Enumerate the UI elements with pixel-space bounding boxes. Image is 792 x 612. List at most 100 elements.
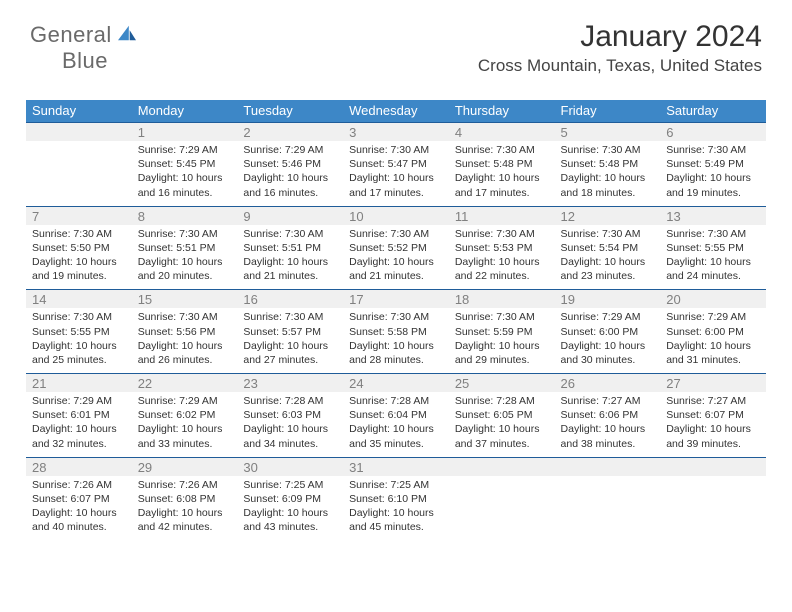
daylight-line: Daylight: 10 hours and 42 minutes. bbox=[138, 506, 232, 534]
day-number: 28 bbox=[26, 458, 132, 476]
day-number: 19 bbox=[555, 290, 661, 308]
daylight-line: Daylight: 10 hours and 26 minutes. bbox=[138, 339, 232, 367]
sunset-line: Sunset: 6:07 PM bbox=[32, 492, 126, 506]
daylight-line: Daylight: 10 hours and 19 minutes. bbox=[666, 171, 760, 199]
day-number: 11 bbox=[449, 207, 555, 225]
sunrise-line: Sunrise: 7:30 AM bbox=[138, 310, 232, 324]
weekday-header: Saturday bbox=[660, 100, 766, 122]
day-number bbox=[26, 123, 132, 141]
day-number: 13 bbox=[660, 207, 766, 225]
weekday-header: Thursday bbox=[449, 100, 555, 122]
sunrise-line: Sunrise: 7:30 AM bbox=[561, 143, 655, 157]
weekday-header: Monday bbox=[132, 100, 238, 122]
daylight-line: Daylight: 10 hours and 32 minutes. bbox=[32, 422, 126, 450]
week-info-row: Sunrise: 7:30 AMSunset: 5:50 PMDaylight:… bbox=[26, 225, 766, 290]
day-info: Sunrise: 7:30 AMSunset: 5:48 PMDaylight:… bbox=[555, 141, 661, 206]
daylight-line: Daylight: 10 hours and 35 minutes. bbox=[349, 422, 443, 450]
day-number bbox=[660, 458, 766, 476]
title-block: January 2024 Cross Mountain, Texas, Unit… bbox=[478, 20, 762, 76]
daylight-line: Daylight: 10 hours and 28 minutes. bbox=[349, 339, 443, 367]
sunrise-line: Sunrise: 7:29 AM bbox=[138, 143, 232, 157]
week-number-row: 28293031 bbox=[26, 457, 766, 476]
day-info: Sunrise: 7:28 AMSunset: 6:03 PMDaylight:… bbox=[237, 392, 343, 457]
sunset-line: Sunset: 5:56 PM bbox=[138, 325, 232, 339]
sunset-line: Sunset: 5:48 PM bbox=[561, 157, 655, 171]
sunrise-line: Sunrise: 7:29 AM bbox=[243, 143, 337, 157]
day-number: 21 bbox=[26, 374, 132, 392]
day-info: Sunrise: 7:27 AMSunset: 6:06 PMDaylight:… bbox=[555, 392, 661, 457]
day-info: Sunrise: 7:30 AMSunset: 5:55 PMDaylight:… bbox=[660, 225, 766, 290]
sunrise-line: Sunrise: 7:30 AM bbox=[455, 143, 549, 157]
sunset-line: Sunset: 5:54 PM bbox=[561, 241, 655, 255]
sunset-line: Sunset: 5:51 PM bbox=[138, 241, 232, 255]
location-text: Cross Mountain, Texas, United States bbox=[478, 56, 762, 76]
day-info: Sunrise: 7:30 AMSunset: 5:51 PMDaylight:… bbox=[132, 225, 238, 290]
sunrise-line: Sunrise: 7:30 AM bbox=[349, 310, 443, 324]
daylight-line: Daylight: 10 hours and 38 minutes. bbox=[561, 422, 655, 450]
sunrise-line: Sunrise: 7:28 AM bbox=[455, 394, 549, 408]
daylight-line: Daylight: 10 hours and 33 minutes. bbox=[138, 422, 232, 450]
sunset-line: Sunset: 5:45 PM bbox=[138, 157, 232, 171]
week-number-row: 14151617181920 bbox=[26, 289, 766, 308]
daylight-line: Daylight: 10 hours and 17 minutes. bbox=[349, 171, 443, 199]
daylight-line: Daylight: 10 hours and 20 minutes. bbox=[138, 255, 232, 283]
sunset-line: Sunset: 5:52 PM bbox=[349, 241, 443, 255]
sunrise-line: Sunrise: 7:30 AM bbox=[32, 310, 126, 324]
daylight-line: Daylight: 10 hours and 45 minutes. bbox=[349, 506, 443, 534]
sunset-line: Sunset: 5:50 PM bbox=[32, 241, 126, 255]
sail-icon bbox=[116, 24, 138, 42]
day-number bbox=[449, 458, 555, 476]
day-info bbox=[555, 476, 661, 541]
sunrise-line: Sunrise: 7:29 AM bbox=[32, 394, 126, 408]
sunset-line: Sunset: 5:53 PM bbox=[455, 241, 549, 255]
sunrise-line: Sunrise: 7:30 AM bbox=[138, 227, 232, 241]
daylight-line: Daylight: 10 hours and 24 minutes. bbox=[666, 255, 760, 283]
day-info: Sunrise: 7:30 AMSunset: 5:51 PMDaylight:… bbox=[237, 225, 343, 290]
day-info bbox=[26, 141, 132, 206]
daylight-line: Daylight: 10 hours and 16 minutes. bbox=[243, 171, 337, 199]
day-info: Sunrise: 7:29 AMSunset: 5:46 PMDaylight:… bbox=[237, 141, 343, 206]
sunrise-line: Sunrise: 7:25 AM bbox=[349, 478, 443, 492]
sunrise-line: Sunrise: 7:30 AM bbox=[243, 310, 337, 324]
week-info-row: Sunrise: 7:26 AMSunset: 6:07 PMDaylight:… bbox=[26, 476, 766, 541]
daylight-line: Daylight: 10 hours and 19 minutes. bbox=[32, 255, 126, 283]
day-info: Sunrise: 7:30 AMSunset: 5:58 PMDaylight:… bbox=[343, 308, 449, 373]
day-number: 7 bbox=[26, 207, 132, 225]
day-number: 3 bbox=[343, 123, 449, 141]
sunset-line: Sunset: 5:51 PM bbox=[243, 241, 337, 255]
sunset-line: Sunset: 6:07 PM bbox=[666, 408, 760, 422]
day-info: Sunrise: 7:27 AMSunset: 6:07 PMDaylight:… bbox=[660, 392, 766, 457]
calendar-grid: SundayMondayTuesdayWednesdayThursdayFrid… bbox=[26, 100, 766, 540]
sunset-line: Sunset: 6:09 PM bbox=[243, 492, 337, 506]
day-info: Sunrise: 7:30 AMSunset: 5:59 PMDaylight:… bbox=[449, 308, 555, 373]
day-info: Sunrise: 7:26 AMSunset: 6:08 PMDaylight:… bbox=[132, 476, 238, 541]
sunset-line: Sunset: 5:47 PM bbox=[349, 157, 443, 171]
logo-text: General Blue bbox=[30, 22, 138, 74]
sunset-line: Sunset: 6:03 PM bbox=[243, 408, 337, 422]
daylight-line: Daylight: 10 hours and 37 minutes. bbox=[455, 422, 549, 450]
day-number: 30 bbox=[237, 458, 343, 476]
week-number-row: 78910111213 bbox=[26, 206, 766, 225]
daylight-line: Daylight: 10 hours and 40 minutes. bbox=[32, 506, 126, 534]
daylight-line: Daylight: 10 hours and 22 minutes. bbox=[455, 255, 549, 283]
day-info: Sunrise: 7:30 AMSunset: 5:54 PMDaylight:… bbox=[555, 225, 661, 290]
sunrise-line: Sunrise: 7:28 AM bbox=[243, 394, 337, 408]
day-info: Sunrise: 7:29 AMSunset: 5:45 PMDaylight:… bbox=[132, 141, 238, 206]
daylight-line: Daylight: 10 hours and 43 minutes. bbox=[243, 506, 337, 534]
day-number: 6 bbox=[660, 123, 766, 141]
day-number: 15 bbox=[132, 290, 238, 308]
sunrise-line: Sunrise: 7:30 AM bbox=[349, 227, 443, 241]
week-number-row: 123456 bbox=[26, 122, 766, 141]
sunset-line: Sunset: 5:49 PM bbox=[666, 157, 760, 171]
daylight-line: Daylight: 10 hours and 34 minutes. bbox=[243, 422, 337, 450]
day-info: Sunrise: 7:30 AMSunset: 5:50 PMDaylight:… bbox=[26, 225, 132, 290]
day-number: 20 bbox=[660, 290, 766, 308]
day-number: 22 bbox=[132, 374, 238, 392]
day-number: 26 bbox=[555, 374, 661, 392]
week-info-row: Sunrise: 7:29 AMSunset: 5:45 PMDaylight:… bbox=[26, 141, 766, 206]
sunrise-line: Sunrise: 7:30 AM bbox=[349, 143, 443, 157]
day-number: 25 bbox=[449, 374, 555, 392]
sunset-line: Sunset: 6:02 PM bbox=[138, 408, 232, 422]
day-info: Sunrise: 7:30 AMSunset: 5:57 PMDaylight:… bbox=[237, 308, 343, 373]
sunrise-line: Sunrise: 7:26 AM bbox=[32, 478, 126, 492]
